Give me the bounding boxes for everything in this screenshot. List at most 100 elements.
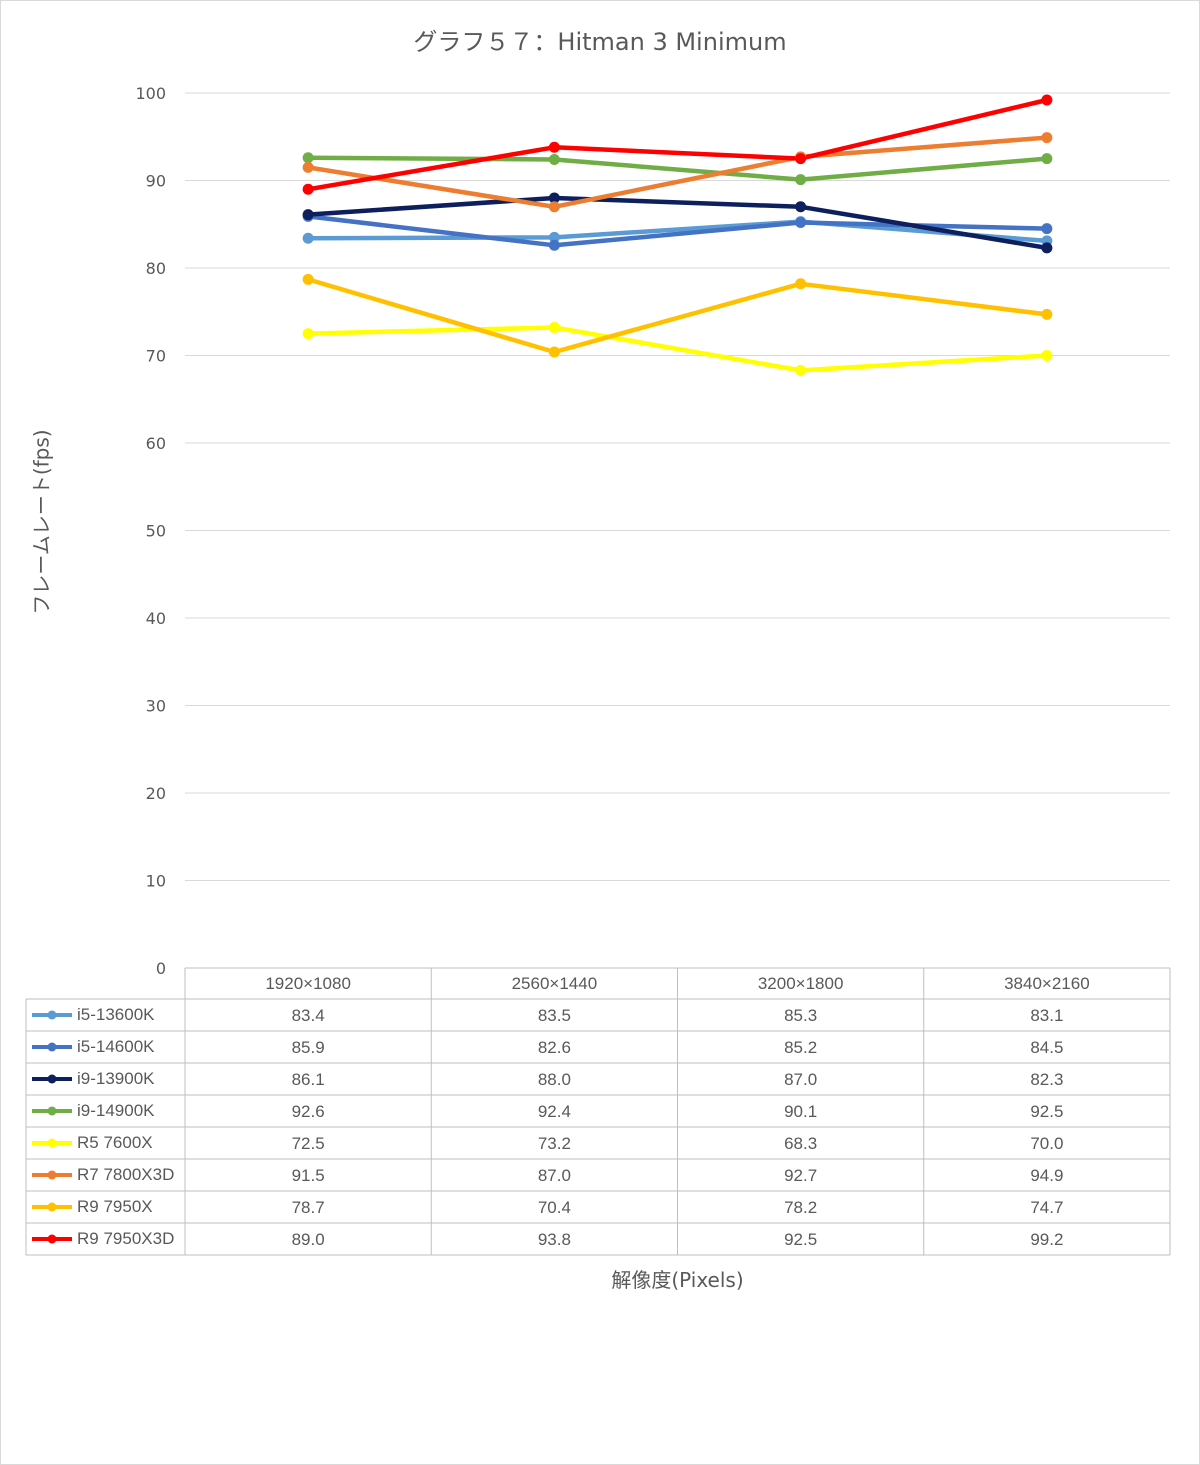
x-tick-label: 1920×1080 (265, 974, 351, 993)
data-point (548, 239, 560, 251)
data-point (548, 141, 560, 153)
data-label: 84.5 (1030, 1038, 1063, 1057)
data-point (302, 152, 314, 164)
data-point (548, 192, 560, 204)
legend-key-marker (47, 1042, 57, 1052)
series-name: i5-13600K (77, 1005, 155, 1024)
series-line-5 (305, 135, 1050, 210)
data-label: 87.0 (784, 1070, 817, 1089)
data-label: 99.2 (1030, 1230, 1063, 1249)
y-tick-label: 40 (146, 609, 166, 628)
series-name: R5 7600X (77, 1133, 153, 1152)
series-points (302, 94, 1053, 376)
legend-key-marker (47, 1202, 57, 1212)
y-tick-label: 10 (146, 872, 166, 891)
legend-key-marker (47, 1138, 57, 1148)
y-tick-labels: 0 10 20 30 40 50 60 70 80 90 100 (135, 84, 166, 978)
y-tick-label: 80 (146, 259, 166, 278)
legend-key-marker (47, 1234, 57, 1244)
data-label: 92.7 (784, 1166, 817, 1185)
data-point (548, 322, 560, 333)
legend-key-marker (47, 1010, 57, 1020)
series-line-6 (305, 277, 1050, 355)
series-line-0 (305, 219, 1050, 244)
x-tick-label: 3200×1800 (758, 974, 844, 993)
legend-key-marker (47, 1170, 57, 1180)
data-label: 82.6 (538, 1038, 571, 1057)
data-label: 92.5 (784, 1230, 817, 1249)
data-point (795, 278, 807, 290)
y-tick-label: 90 (146, 172, 166, 191)
data-point (548, 201, 560, 213)
data-label: 85.9 (292, 1038, 325, 1057)
data-label: 92.6 (292, 1102, 325, 1121)
data-label: 70.4 (538, 1198, 571, 1217)
y-tick-label: 60 (146, 434, 166, 453)
x-tick-label: 2560×1440 (512, 974, 598, 993)
data-point (1041, 308, 1053, 320)
data-label: 83.5 (538, 1006, 571, 1025)
data-label: 78.7 (292, 1198, 325, 1217)
data-point (302, 232, 314, 244)
data-point (302, 209, 314, 221)
data-label: 88.0 (538, 1070, 571, 1089)
data-point (1041, 242, 1053, 254)
x-tick-label: 3840×2160 (1004, 974, 1090, 993)
gridlines (185, 92, 1170, 881)
data-point (1041, 94, 1053, 106)
series-line-7 (305, 97, 1050, 192)
data-point (1041, 132, 1053, 144)
data-point (795, 364, 807, 376)
data-point (1041, 153, 1053, 165)
data-point (548, 154, 560, 165)
data-point (548, 231, 560, 243)
data-point (302, 273, 314, 285)
legend-key-marker (47, 1106, 57, 1116)
data-label: 87.0 (538, 1166, 571, 1185)
data-point (302, 328, 314, 340)
series-line-2 (305, 195, 1050, 251)
series-name: R9 7950X (77, 1197, 153, 1216)
series-lines (305, 97, 1050, 373)
y-tick-label: 70 (146, 347, 166, 366)
data-point (1041, 223, 1053, 235)
series-line-3 (305, 155, 1050, 182)
data-label: 82.3 (1030, 1070, 1063, 1089)
y-tick-label: 0 (156, 959, 166, 978)
data-label: 85.3 (784, 1006, 817, 1025)
legend-key-marker (47, 1074, 57, 1084)
data-label: 72.5 (292, 1134, 325, 1153)
data-label: 70.0 (1030, 1134, 1063, 1153)
data-label: 86.1 (292, 1070, 325, 1089)
y-tick-label: 100 (135, 84, 166, 103)
data-point (795, 153, 807, 165)
series-name: i9-14900K (77, 1101, 155, 1120)
data-label: 78.2 (784, 1198, 817, 1217)
series-name: i5-14600K (77, 1037, 155, 1056)
data-label: 93.8 (538, 1230, 571, 1249)
series-name: i9-13900K (77, 1069, 155, 1088)
data-label: 83.1 (1030, 1006, 1063, 1025)
data-label: 91.5 (292, 1166, 325, 1185)
data-label: 68.3 (784, 1134, 817, 1153)
x-axis-label: 解像度(Pixels) (611, 1268, 744, 1292)
series-name: R7 7800X3D (77, 1165, 174, 1184)
chart-title: グラフ５７：Hitman 3 Minimum (413, 28, 787, 56)
series-name: R9 7950X3D (77, 1229, 174, 1248)
data-point (1041, 350, 1053, 361)
data-point (302, 161, 314, 173)
data-point (548, 346, 560, 358)
series-line-4 (305, 325, 1050, 373)
y-tick-label: 50 (146, 522, 166, 541)
data-label: 90.1 (784, 1102, 817, 1121)
data-label: 89.0 (292, 1230, 325, 1249)
data-label: 74.7 (1030, 1198, 1063, 1217)
data-label: 92.4 (538, 1102, 571, 1121)
y-tick-label: 20 (146, 784, 166, 803)
data-point (795, 174, 807, 186)
data-label: 83.4 (292, 1006, 325, 1025)
data-point (302, 183, 314, 195)
data-point (795, 201, 807, 213)
data-table: 1920×1080 2560×1440 3200×1800 3840×2160 i5-1… (25, 967, 1171, 1256)
